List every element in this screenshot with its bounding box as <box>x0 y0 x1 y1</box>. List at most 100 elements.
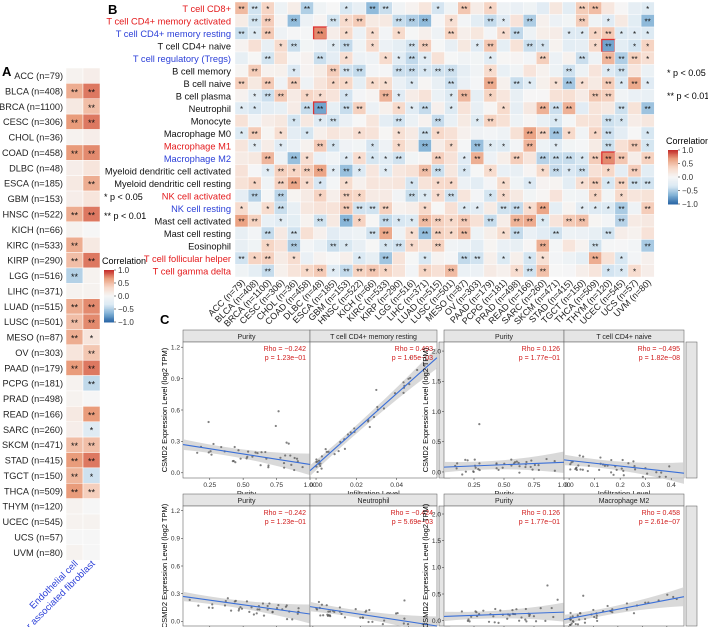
heat-cell-b <box>509 164 524 178</box>
star-b: ** <box>435 118 441 127</box>
scatter-point-c <box>261 602 265 605</box>
heat-cell-b <box>444 126 458 140</box>
star-b: ** <box>238 80 244 89</box>
star-b: ** <box>252 218 258 227</box>
heat-cell-b <box>483 201 498 215</box>
scatter-point-c <box>267 464 270 467</box>
heat-cell-b <box>614 164 629 178</box>
heat-cell-b <box>509 251 524 265</box>
heat-cell-b <box>509 101 524 115</box>
heat-cell-b <box>365 176 380 190</box>
heat-cell-b <box>549 176 563 190</box>
confidence-band-c <box>564 587 684 625</box>
heat-cell-b <box>457 76 472 90</box>
scatter-point-c <box>250 606 253 609</box>
star-b: * <box>620 30 623 39</box>
star-b: * <box>410 105 413 114</box>
star-b: ** <box>645 18 651 27</box>
scatter-point-c <box>320 603 324 606</box>
scatter-point-c <box>593 615 596 619</box>
heat-cell-b <box>457 51 472 65</box>
row-label-a: BRCA (n=1100) <box>0 102 63 112</box>
scatter-point-c <box>571 615 574 618</box>
row-label-a: UCS (n=57) <box>14 532 63 542</box>
scatter-point-c <box>524 465 527 469</box>
star-b: * <box>371 43 374 52</box>
star-b: * <box>397 93 400 102</box>
heat-cell-b <box>627 14 642 28</box>
y-tick-label-c: 1.0 <box>432 409 441 416</box>
colorbar-swatch-b <box>668 158 678 160</box>
scatter-point-c <box>283 466 286 469</box>
star-b: ** <box>265 93 271 102</box>
colorbar-swatch-b <box>668 191 678 194</box>
heat-cell-b <box>234 39 249 53</box>
star-b: * <box>554 143 557 152</box>
heat-cell-b <box>575 226 589 240</box>
heat-cell-b <box>418 239 432 253</box>
scatter-point-c <box>197 604 200 607</box>
scatter-point-c <box>569 468 572 471</box>
heat-cell-b <box>392 189 406 203</box>
heat-cell-b <box>300 214 314 228</box>
heat-cell-b <box>536 176 550 190</box>
row-label-b: Neutrophil <box>189 104 231 114</box>
scatter-point-c <box>232 459 235 463</box>
scatter-plot-2: CSMD2 Expression Level (log2 TPM)THYMPur… <box>421 329 698 498</box>
scatter-point-c <box>456 462 459 465</box>
star-b: * <box>436 180 439 189</box>
heat-cell-b <box>274 114 288 128</box>
star-b: ** <box>645 105 651 114</box>
facet-title-c: Purity <box>495 334 513 341</box>
x-tick-label-c: 0.25 <box>468 482 481 489</box>
heat-cell-b <box>365 251 380 265</box>
scatter-point-c <box>473 458 476 461</box>
scatter-point-c <box>466 459 469 462</box>
heat-cell-a <box>82 129 101 146</box>
star-b: ** <box>618 55 624 64</box>
scatter-point-c <box>544 619 547 622</box>
y-tick-label-c: 0.5 <box>432 439 441 446</box>
star-b: * <box>332 168 335 177</box>
heat-cell-b <box>313 1 327 15</box>
scatter-point-c <box>237 609 240 612</box>
heat-cell-b <box>640 89 655 103</box>
heat-cell-b <box>575 89 589 103</box>
scatter-point-c <box>655 471 658 474</box>
star-b: ** <box>540 105 546 114</box>
row-label-b: B cell naive <box>183 79 231 89</box>
y-axis-label-c: CSMD2 Expression Level (log2 TPM) <box>160 503 169 627</box>
heat-cell-b <box>640 164 655 178</box>
panel-c-scatter-plots: CSMD2 Expression Level (log2 TPM)DLBCPur… <box>160 329 698 627</box>
heat-cell-b <box>640 114 655 128</box>
x-tick-label-c: 0.3 <box>641 482 650 489</box>
scatter-point-c <box>574 622 577 626</box>
x-tick-label-c: 0.2 <box>616 482 625 489</box>
y-tick-label-c: 2.0 <box>432 348 441 355</box>
heat-cell-b <box>405 26 419 40</box>
colorbar-swatch-a <box>104 281 114 284</box>
rho-label-c: Rho = 0.126 <box>522 510 560 517</box>
heat-cell-a <box>65 98 84 115</box>
star-b: * <box>384 80 387 89</box>
colorbar-swatch-b <box>668 189 678 191</box>
star-b: ** <box>566 68 572 77</box>
colorbar-swatch-a <box>104 301 114 303</box>
panel-label-a: A <box>2 64 12 79</box>
star-b: ** <box>605 43 611 52</box>
star-b: * <box>450 93 453 102</box>
colorbar-swatch-b <box>668 198 678 201</box>
star-b: ** <box>317 30 323 39</box>
scatter-point-c <box>510 458 513 461</box>
heat-cell-b <box>496 39 511 53</box>
colorbar-swatch-b <box>668 154 678 156</box>
y-tick-label-c: 0.0 <box>171 470 180 477</box>
scatter-point-c <box>223 604 227 607</box>
heat-cell-b <box>392 176 406 190</box>
heat-cell-b <box>588 226 603 240</box>
scatter-point-c <box>620 467 623 470</box>
heat-cell-b <box>326 251 341 265</box>
scatter-point-c <box>569 463 572 466</box>
star-b: * <box>620 255 623 264</box>
star-b: ** <box>579 168 585 177</box>
